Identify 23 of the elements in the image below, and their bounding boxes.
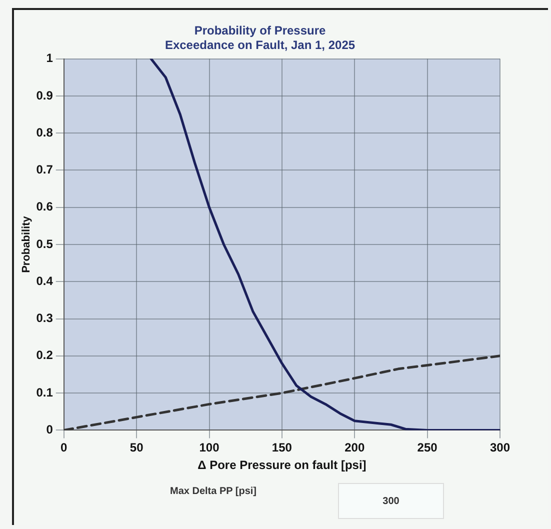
y-tick-label: 1 xyxy=(46,51,54,66)
y-tick-label: 0.6 xyxy=(36,200,54,214)
y-tick-label: 0.5 xyxy=(36,236,54,251)
y-tick-label: 0.3 xyxy=(36,311,54,326)
y-tick-label: 0 xyxy=(46,422,54,437)
chart-title: Probability of Pressure Exceedance on Fault, Jan 1, 2025 xyxy=(164,24,356,52)
x-tick-label: 0 xyxy=(60,440,68,455)
y-tick-label: 0.9 xyxy=(36,88,54,102)
y-tick-label: 0.7 xyxy=(36,162,54,177)
x-tick-label: 250 xyxy=(417,440,438,455)
x-tick-label: 100 xyxy=(199,440,220,455)
x-tick-label: 300 xyxy=(490,440,510,455)
x-tick-label: 200 xyxy=(344,440,365,455)
y-axis-title: Probability xyxy=(20,215,33,273)
y-tick-label: 0.2 xyxy=(36,348,54,362)
input-field: 300 xyxy=(338,483,444,519)
y-tick-label: 0.1 xyxy=(36,385,54,400)
x-tick-label: 50 xyxy=(130,440,144,455)
x-axis-title: Δ Pore Pressure on fault [psi] xyxy=(198,458,366,472)
text: Max Delta PP [psi] xyxy=(170,486,257,497)
y-tick-label: 0.4 xyxy=(36,274,54,288)
y-tick-label: 0.8 xyxy=(36,125,54,140)
x-tick-label: 150 xyxy=(272,440,292,455)
